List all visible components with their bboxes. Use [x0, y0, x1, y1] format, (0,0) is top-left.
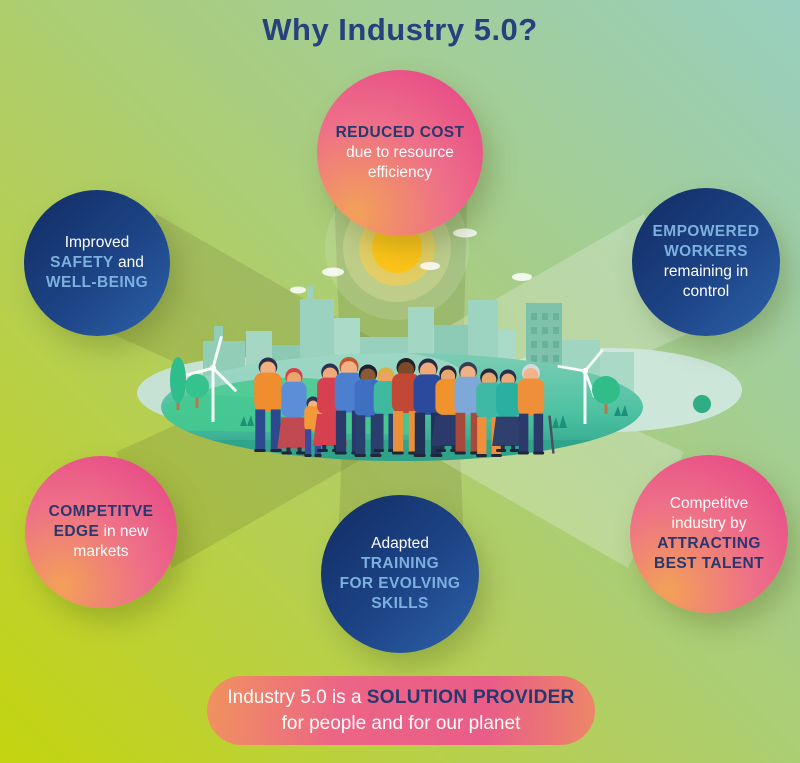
tree-icon [170, 357, 186, 410]
bush-icon [693, 395, 711, 413]
person-figure [277, 368, 311, 455]
person-figure [454, 362, 482, 455]
grass-icon [614, 405, 628, 416]
benefit-circle-training: Adapted TRAINING FOR EVOLVING SKILLS [321, 495, 479, 653]
person-figure [476, 368, 502, 457]
people-group [254, 357, 555, 457]
wind-turbine-icon-left [181, 336, 237, 422]
person-figure [254, 357, 282, 452]
benefit-circle-empowered-workers: EMPOWERED WORKERS remaining in control [632, 188, 780, 336]
cloud-icon [453, 228, 477, 238]
cloud-icon [512, 273, 532, 281]
benefit-text: COMPETITVE EDGE in new markets [48, 502, 154, 561]
person-figure [517, 364, 555, 455]
benefit-circle-competitive-edge: COMPETITVE EDGE in new markets [25, 456, 177, 608]
clouds [290, 228, 532, 294]
solution-banner-text: Industry 5.0 is a SOLUTION PROVIDER for … [227, 686, 575, 734]
benefit-text: EMPOWERED WORKERS remaining in control [652, 222, 760, 301]
cloud-icon [290, 286, 306, 294]
tree-icon [592, 376, 620, 414]
page-title: Why Industry 5.0? [262, 12, 538, 47]
cloud-icon [322, 267, 344, 277]
person-figure [492, 369, 524, 452]
cloud-icon [420, 262, 440, 270]
tree-icon [185, 374, 209, 408]
benefit-text: Competitve industry by ATTRACTING BEST T… [653, 494, 765, 573]
grass-icon [552, 415, 567, 428]
solution-banner: Industry 5.0 is a SOLUTION PROVIDER for … [207, 676, 595, 745]
benefit-circle-attracting-talent: Competitve industry by ATTRACTING BEST T… [630, 455, 788, 613]
benefit-text: REDUCED COST due to resource efficiency [335, 123, 465, 182]
person-figure [391, 358, 421, 455]
benefit-text: Adapted TRAINING FOR EVOLVING SKILLS [339, 534, 461, 613]
benefit-circle-reduced-cost: REDUCED COST due to resource efficiency [317, 70, 483, 236]
grass-icon [240, 415, 254, 426]
benefit-circle-safety: Improved SAFETY and WELL-BEING [24, 190, 170, 336]
benefit-text: Improved SAFETY and WELL-BEING [45, 233, 149, 292]
